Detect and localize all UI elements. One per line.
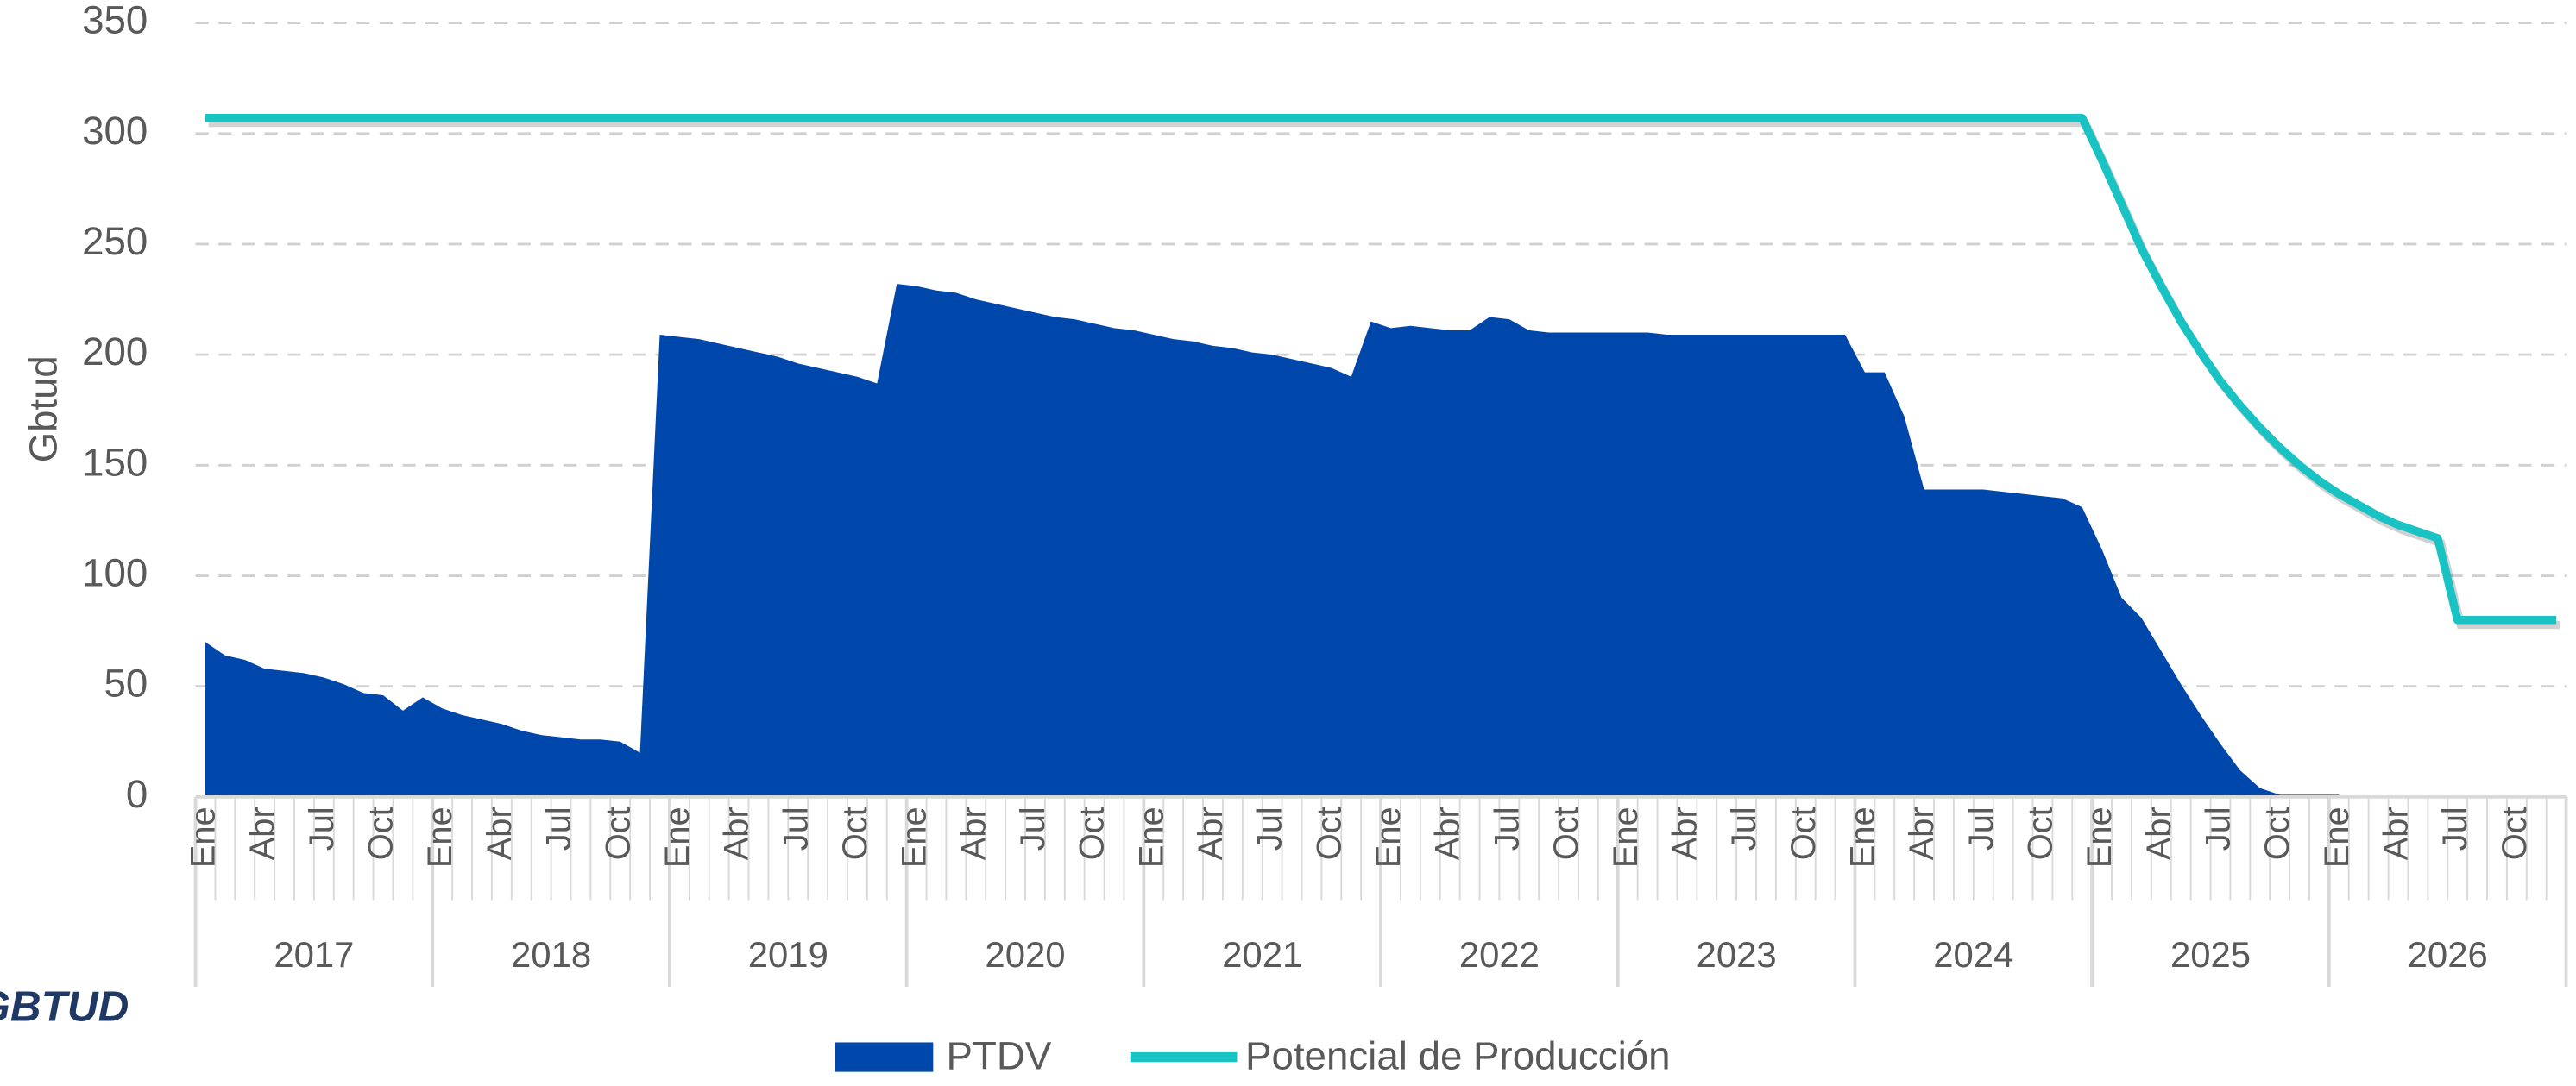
x-tick-label: Ene	[184, 807, 222, 868]
legend-label: PTDV	[947, 1034, 1052, 1078]
year-label: 2024	[1933, 934, 2013, 975]
x-tick-label: Ene	[1843, 807, 1881, 868]
annotation: GBTUD	[0, 983, 129, 1031]
year-label: 2017	[274, 934, 354, 975]
x-tick-label: Jul	[2436, 807, 2474, 851]
x-tick-label: Ene	[2081, 807, 2119, 868]
x-tick-label: Abr	[1192, 807, 1230, 860]
x-tick-label: Abr	[1666, 807, 1704, 860]
x-tick-label: Jul	[777, 807, 815, 851]
x-tick-label: Abr	[2378, 807, 2415, 860]
year-label: 2021	[1222, 934, 1302, 975]
area	[205, 284, 2340, 797]
legend-label: Potencial de Producción	[1245, 1034, 1671, 1078]
x-tick-label: Jul	[1251, 807, 1289, 851]
year-label: 2026	[2408, 934, 2488, 975]
x-tick-label: Abr	[954, 807, 992, 860]
x-tick-label: Abr	[243, 807, 281, 860]
x-tick-label: Oct	[362, 807, 400, 860]
x-tick-label: Oct	[2021, 807, 2059, 860]
y-tick-label: 100	[82, 551, 148, 595]
x-tick-label: Jul	[540, 807, 578, 851]
x-tick-label: Oct	[2496, 807, 2534, 860]
x-tick-label: Ene	[2318, 807, 2356, 868]
x-tick-label: Oct	[836, 807, 874, 860]
x-tick-label: Ene	[1132, 807, 1170, 868]
year-label: 2025	[2170, 934, 2251, 975]
legend-swatch	[835, 1042, 934, 1072]
x-tick-label: Jul	[1725, 807, 1763, 851]
y-tick-label: 350	[82, 0, 148, 42]
x-tick-label: Oct	[1310, 807, 1348, 860]
x-tick-label: Ene	[1370, 807, 1408, 868]
y-axis-label: Gbtud	[21, 355, 65, 462]
x-tick-label: Jul	[1488, 807, 1526, 851]
x-tick-label: Abr	[481, 807, 519, 860]
y-tick-label: 200	[82, 330, 148, 374]
x-tick-label: Ene	[658, 807, 696, 868]
x-tick-label: Abr	[1429, 807, 1467, 860]
x-tick-label: Oct	[2258, 807, 2296, 860]
x-tick-label: Ene	[896, 807, 934, 868]
x-tick-label: Jul	[303, 807, 341, 851]
y-tick-label: 250	[82, 219, 148, 263]
x-tick-label: Oct	[599, 807, 637, 860]
x-tick-label: Oct	[1785, 807, 1823, 860]
year-label: 2022	[1459, 934, 1540, 975]
year-label: 2020	[985, 934, 1065, 975]
line	[205, 114, 2557, 625]
x-tick-label: Abr	[718, 807, 756, 860]
y-tick-label: 0	[126, 772, 148, 816]
x-tick-label: Abr	[2140, 807, 2178, 860]
x-tick-label: Ene	[421, 807, 459, 868]
x-tick-label: Jul	[1962, 807, 2000, 851]
y-tick-label: 50	[104, 662, 148, 706]
x-tick-label: Jul	[1014, 807, 1052, 851]
y-tick-label: 150	[82, 440, 148, 484]
x-tick-label: Abr	[1903, 807, 1941, 860]
x-tick-label: Ene	[1607, 807, 1645, 868]
year-label: 2019	[748, 934, 828, 975]
year-label: 2023	[1697, 934, 1777, 975]
x-tick-label: Oct	[1547, 807, 1585, 860]
x-tick-label: Oct	[1074, 807, 1112, 860]
x-tick-label: Jul	[2199, 807, 2237, 851]
year-label: 2018	[511, 934, 591, 975]
y-tick-label: 300	[82, 109, 148, 153]
